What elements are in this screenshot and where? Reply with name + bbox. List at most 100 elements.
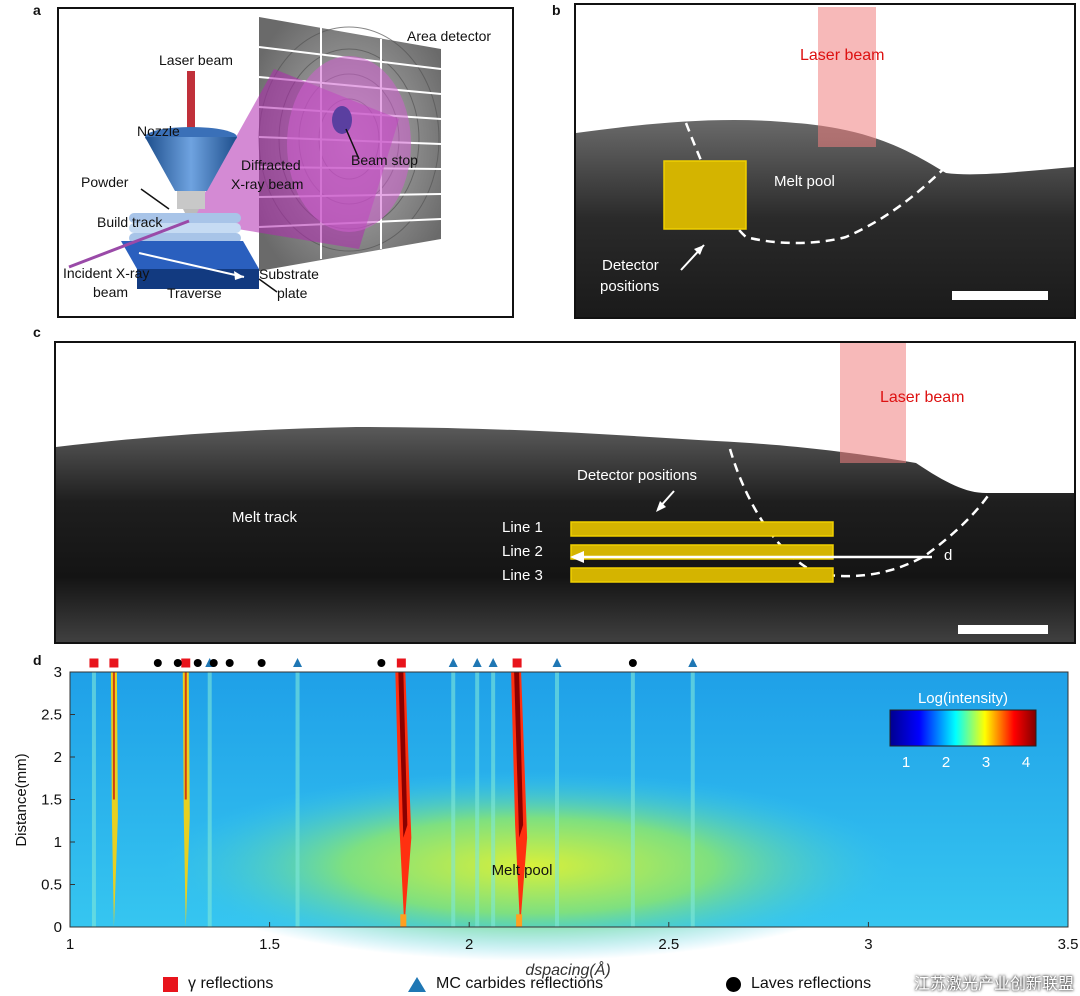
laves-marker bbox=[153, 659, 162, 667]
faint-line bbox=[630, 672, 635, 927]
y-tick-label: 2.5 bbox=[41, 707, 62, 724]
laves-marker bbox=[225, 659, 234, 667]
faint-line bbox=[690, 672, 695, 927]
label-laser-beam-b: Laser beam bbox=[800, 47, 885, 64]
panel-label-d: d bbox=[33, 652, 42, 668]
x-axis-label: dspacing(Å) bbox=[525, 960, 610, 979]
strong-line-base bbox=[516, 914, 523, 927]
melt-pool-annotation: Melt pool bbox=[492, 862, 553, 879]
colorbar-tick-label: 3 bbox=[982, 754, 990, 771]
y-tick-label: 1.5 bbox=[41, 792, 62, 809]
material-c bbox=[56, 427, 1074, 642]
y-tick-label: 0.5 bbox=[41, 877, 62, 894]
x-axis: 1 1.5 2 2.5 3 3.5 bbox=[66, 922, 1079, 953]
label-diffracted-1: Diffracted bbox=[241, 157, 301, 173]
y-axis-label: Distance(mm) bbox=[13, 753, 30, 846]
radiograph-c bbox=[56, 343, 1074, 642]
beam-stop bbox=[332, 106, 352, 134]
scale-bar-b bbox=[952, 291, 1048, 300]
colorbar-title: Log(intensity) bbox=[918, 690, 1008, 707]
label-substrate-1: Substrate bbox=[259, 266, 319, 282]
panel-b-radiograph: Laser beam Melt pool Detector positions bbox=[574, 3, 1076, 319]
laves-marker bbox=[173, 659, 182, 667]
medium-line-core bbox=[184, 672, 187, 800]
laser-beam-c bbox=[840, 343, 906, 463]
mc-marker bbox=[448, 658, 458, 667]
faint-line bbox=[207, 672, 212, 927]
black-circle-icon bbox=[726, 976, 741, 992]
label-d: d bbox=[944, 547, 953, 564]
mc-marker bbox=[293, 658, 303, 667]
reflection-markers bbox=[89, 658, 698, 668]
legend-mc: MC carbides reflections bbox=[408, 975, 603, 993]
laves-marker bbox=[193, 659, 202, 667]
laser-beam-b bbox=[818, 7, 876, 147]
gamma-marker bbox=[109, 658, 119, 668]
faint-line bbox=[295, 672, 300, 927]
melt-pool-glow-ellipse bbox=[159, 770, 900, 961]
x-tick-label: 1.5 bbox=[259, 936, 280, 953]
substrate-top bbox=[121, 241, 259, 269]
strong-line-core bbox=[514, 672, 524, 838]
nozzle-tip bbox=[177, 191, 205, 209]
faint-line bbox=[491, 672, 496, 927]
schematic-diagram bbox=[68, 17, 442, 293]
panel-label-c: c bbox=[33, 324, 41, 340]
laves-marker bbox=[377, 659, 386, 667]
label-powder: Powder bbox=[81, 174, 129, 190]
label-incident-1: Incident X-ray bbox=[63, 265, 150, 281]
faint-line bbox=[91, 672, 96, 927]
incident-beam bbox=[68, 219, 190, 269]
laves-marker bbox=[257, 659, 266, 667]
detector-grid-b bbox=[663, 160, 747, 230]
colorbar-tick-label: 2 bbox=[942, 754, 950, 771]
legend-mc-label: MC carbides reflections bbox=[436, 975, 604, 992]
x-tick-label: 3 bbox=[864, 936, 872, 953]
gamma-marker bbox=[181, 658, 191, 668]
label-detector-positions-c: Detector positions bbox=[577, 467, 698, 484]
y-axis: 0 0.5 1 1.5 2 2.5 3 bbox=[41, 664, 75, 936]
panel-a-schematic: Laser beam Nozzle Powder Build track Inc… bbox=[57, 7, 514, 318]
melt-pool-boundary-c bbox=[728, 448, 992, 578]
label-line-2: Line 2 bbox=[502, 543, 543, 560]
x-tick-label: 3.5 bbox=[1058, 936, 1079, 953]
diffraction-ring bbox=[287, 56, 411, 232]
label-melt-pool-b: Melt pool bbox=[774, 173, 835, 190]
faint-line bbox=[555, 672, 560, 927]
watermark: 江苏激光产业创新联盟 bbox=[913, 976, 1074, 993]
colorbar-tick-label: 4 bbox=[1022, 754, 1030, 771]
label-nozzle: Nozzle bbox=[137, 123, 180, 139]
strong-line-core bbox=[398, 672, 408, 838]
label-beam-stop: Beam stop bbox=[351, 152, 418, 168]
laves-marker bbox=[628, 659, 637, 667]
laves-marker bbox=[209, 659, 218, 667]
nozzle-body bbox=[145, 137, 237, 191]
legend-laves: Laves reflections bbox=[726, 975, 871, 993]
mc-marker bbox=[488, 658, 498, 667]
strong-line-base bbox=[400, 914, 407, 927]
label-build-track: Build track bbox=[97, 214, 163, 230]
faint-line bbox=[451, 672, 456, 927]
radiograph-b bbox=[576, 7, 1074, 317]
label-area-detector: Area detector bbox=[407, 28, 492, 44]
legend-gamma-label: γ reflections bbox=[188, 975, 274, 992]
label-detector-b-2: positions bbox=[600, 278, 660, 295]
melt-pool-boundary-b bbox=[684, 122, 949, 245]
diffraction-lines bbox=[91, 672, 695, 927]
y-tick-label: 3 bbox=[54, 664, 62, 681]
x-tick-label: 2.5 bbox=[658, 936, 679, 953]
panel-c-radiograph: Laser beam Melt track Detector positions… bbox=[54, 341, 1076, 644]
label-traverse: Traverse bbox=[167, 285, 222, 301]
colorbar: Log(intensity) 1 2 3 4 bbox=[889, 690, 1037, 771]
label-laser-beam: Laser beam bbox=[159, 52, 233, 68]
label-line-1: Line 1 bbox=[502, 519, 543, 536]
label-diffracted-2: X-ray beam bbox=[231, 176, 304, 192]
chart-d-heatmap: 1 1.5 2 2.5 3 3.5 0 0.5 1 1.5 2 2.5 3 dspacing(Å) D… bbox=[13, 658, 1079, 979]
x-tick-label: 1 bbox=[66, 936, 74, 953]
laser-beam-rod bbox=[187, 71, 195, 131]
gamma-marker bbox=[512, 658, 522, 668]
legend-laves-label: Laves reflections bbox=[751, 975, 872, 992]
x-tick-label: 2 bbox=[465, 936, 473, 953]
label-incident-2: beam bbox=[93, 284, 129, 300]
colorbar-tick-label: 1 bbox=[902, 754, 910, 771]
